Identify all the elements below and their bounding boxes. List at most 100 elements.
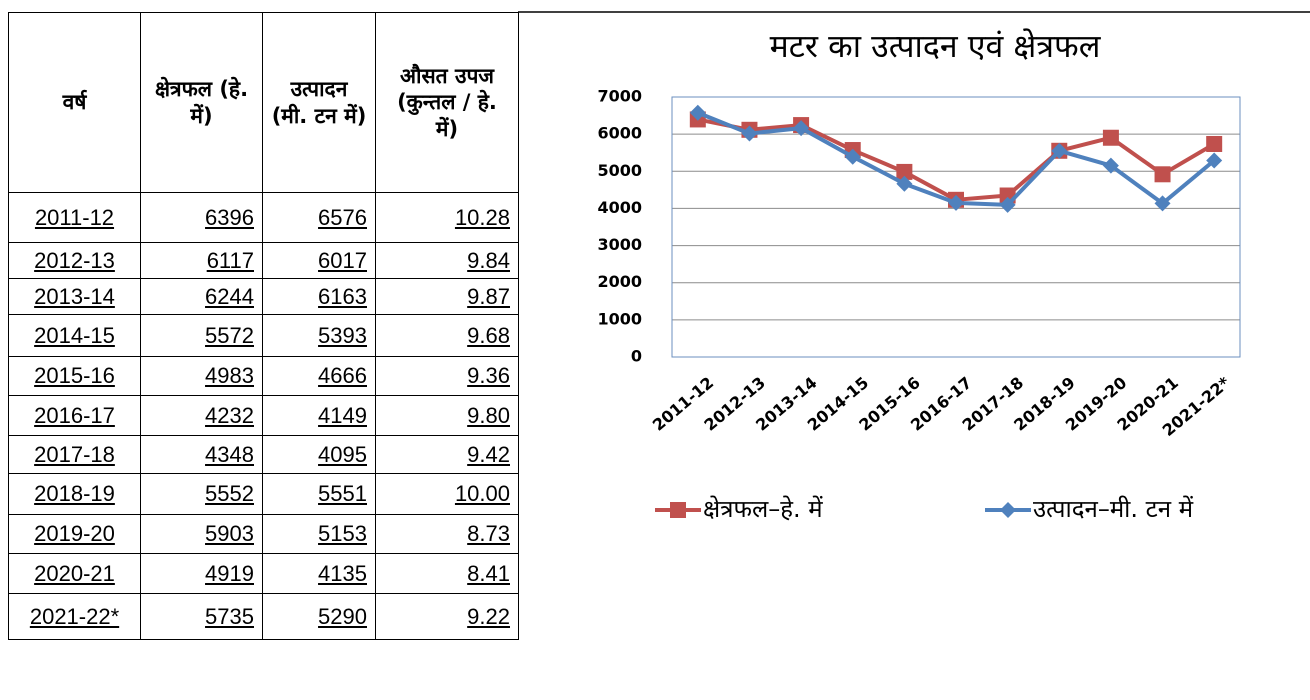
table-cell: 4666 <box>262 356 376 396</box>
marker <box>896 163 913 180</box>
table-cell: 2012-13 <box>8 242 141 279</box>
table-cell: 5903 <box>140 514 263 554</box>
table-row: 2019-20 5903 5153 8.73 <box>8 514 519 554</box>
marker <box>741 125 758 142</box>
table-cell: 4919 <box>140 553 263 594</box>
cell-text: 6017 <box>318 247 367 273</box>
cell-text: 2012-13 <box>34 247 115 273</box>
cell-text: 9.36 <box>467 363 510 388</box>
cell-text: 5153 <box>318 521 367 546</box>
table-cell: 2015-16 <box>8 356 141 396</box>
cell-text: 9.80 <box>467 402 510 428</box>
marker <box>670 502 686 518</box>
table-cell: 6163 <box>262 278 376 315</box>
header-cell: वर्ष <box>8 12 141 193</box>
table-cell: 5153 <box>262 514 376 554</box>
table-cell: 2014-15 <box>8 314 141 357</box>
cell-text: 4232 <box>205 402 254 428</box>
table-row: 2015-16 4983 4666 9.36 <box>8 356 519 396</box>
table-cell: 9.80 <box>375 395 519 436</box>
table-cell: 9.22 <box>375 593 519 640</box>
table-row: 2011-12 6396 6576 10.28 <box>8 192 519 243</box>
cell-text: 5551 <box>318 481 367 506</box>
table-cell: 2018-19 <box>8 473 141 515</box>
table-cell: 4983 <box>140 356 263 396</box>
table-cell: 2017-18 <box>8 435 141 474</box>
table-cell: 2013-14 <box>8 278 141 315</box>
cell-text: 8.73 <box>467 521 510 546</box>
cell-text: 5572 <box>205 322 254 348</box>
table-cell: 2016-17 <box>8 395 141 436</box>
y-tick-label: 7000 <box>597 87 642 106</box>
marker <box>896 175 913 192</box>
y-tick-label: 6000 <box>597 124 642 143</box>
y-tick-label: 3000 <box>597 235 642 254</box>
marker <box>1102 129 1119 146</box>
table-cell: 4232 <box>140 395 263 436</box>
table-cell: 5572 <box>140 314 263 357</box>
cell-text: 5290 <box>318 603 367 629</box>
table-cell: 4348 <box>140 435 263 474</box>
table-cell: 9.84 <box>375 242 519 279</box>
marker <box>1206 135 1223 152</box>
plot-border <box>671 96 1241 358</box>
table-cell: 2019-20 <box>8 514 141 554</box>
cell-text: 4666 <box>318 363 367 388</box>
cell-text: 4348 <box>205 441 254 467</box>
data-table: वर्ष क्षेत्रफल (हे. में) उत्पादन (मी. टन म… <box>8 12 519 640</box>
cell-text: 2021-22* <box>29 603 120 629</box>
cell-text: 2020-21 <box>34 560 115 586</box>
y-tick-label: 5000 <box>597 161 642 180</box>
y-tick-label: 4000 <box>597 198 642 217</box>
cell-text: 6396 <box>205 204 254 230</box>
cell-text: 2019-20 <box>34 521 115 546</box>
cell-text: 2018-19 <box>34 481 115 506</box>
table-cell: 5735 <box>140 593 263 640</box>
cell-text: 8.41 <box>467 560 510 586</box>
cell-text: 4919 <box>205 560 254 586</box>
marker <box>1154 195 1171 212</box>
table-cell: 4149 <box>262 395 376 436</box>
table-cell: 5393 <box>262 314 376 357</box>
marker <box>999 196 1016 213</box>
marker <box>1154 166 1171 183</box>
cell-text: 9.84 <box>467 247 510 273</box>
table-cell: 5551 <box>262 473 376 515</box>
table-row: 2014-15 5572 5393 9.68 <box>8 314 519 357</box>
table-row: 2016-17 4232 4149 9.80 <box>8 395 519 436</box>
table-cell: 2020-21 <box>8 553 141 594</box>
y-tick-label: 1000 <box>597 309 642 328</box>
cell-text: 6117 <box>206 247 254 273</box>
table-cell: 5290 <box>262 593 376 640</box>
y-tick-label: 2000 <box>597 272 642 291</box>
cell-text: 2011-12 <box>34 204 115 230</box>
cell-text: 9.22 <box>467 603 510 629</box>
cell-text: 4135 <box>318 560 367 586</box>
header-cell: क्षेत्रफल (हे. में) <box>140 12 263 193</box>
table-cell: 6244 <box>140 278 263 315</box>
marker <box>689 104 706 121</box>
marker <box>844 148 861 165</box>
table-cell: 8.73 <box>375 514 519 554</box>
table-cell: 8.41 <box>375 553 519 594</box>
table-cell: 2021-22* <box>8 593 141 640</box>
cell-text: 2017-18 <box>34 441 115 467</box>
table-cell: 6576 <box>262 192 376 243</box>
marker <box>1102 157 1119 174</box>
table-cell: 10.28 <box>375 192 519 243</box>
cell-text: 10.28 <box>454 204 510 230</box>
y-tick-label: 0 <box>631 347 642 366</box>
header-row: वर्ष क्षेत्रफल (हे. में) उत्पादन (मी. टन म… <box>8 12 519 193</box>
cell-text: 4149 <box>318 402 367 428</box>
table-cell: 9.87 <box>375 278 519 315</box>
marker <box>1206 152 1223 169</box>
marker <box>793 120 810 137</box>
table-row: 2020-21 4919 4135 8.41 <box>8 553 519 594</box>
header-cell: औसत उपज (कुन्तल / हे. में) <box>375 12 519 193</box>
marker <box>948 194 964 211</box>
legend-label: उत्पादन–मी. टन में <box>1033 495 1194 523</box>
cell-text: 5903 <box>205 521 254 546</box>
table-cell: 6017 <box>262 242 376 279</box>
